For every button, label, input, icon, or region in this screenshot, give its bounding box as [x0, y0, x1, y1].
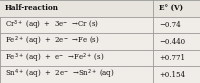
Text: Fe$^{2+}$ (aq)  +  2e$^{-}$  →Fe (s): Fe$^{2+}$ (aq) + 2e$^{-}$ →Fe (s) [5, 35, 100, 48]
Text: −0.74: −0.74 [159, 21, 181, 29]
FancyBboxPatch shape [0, 0, 200, 17]
Text: Cr$^{3+}$ (aq)  +  3e$^{-}$  →Cr (s): Cr$^{3+}$ (aq) + 3e$^{-}$ →Cr (s) [5, 18, 99, 32]
Text: Sn$^{4+}$ (aq)  +  2e$^{-}$  →Sn$^{2+}$ (aq): Sn$^{4+}$ (aq) + 2e$^{-}$ →Sn$^{2+}$ (aq… [5, 68, 115, 81]
Text: Fe$^{3+}$ (aq)  +  e$^{-}$  →Fe$^{2+}$ (s): Fe$^{3+}$ (aq) + e$^{-}$ →Fe$^{2+}$ (s) [5, 51, 105, 65]
Text: −0.440: −0.440 [159, 38, 185, 45]
Text: Half-reaction: Half-reaction [5, 4, 59, 12]
Text: +0.771: +0.771 [159, 54, 185, 62]
Text: +0.154: +0.154 [159, 71, 185, 79]
Text: E° (V): E° (V) [159, 4, 183, 12]
